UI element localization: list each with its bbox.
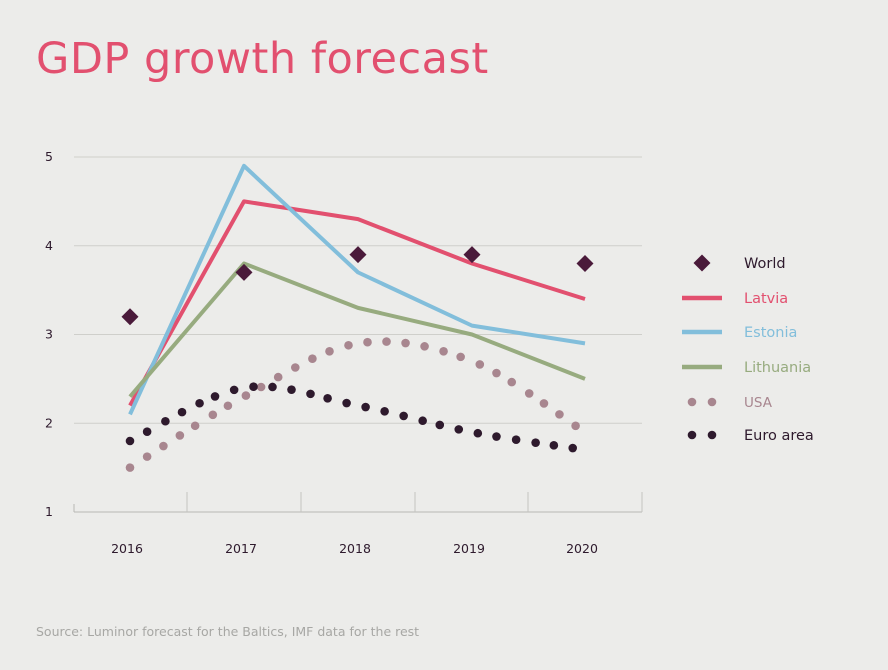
x-tick-label: 2017 [225, 541, 257, 556]
series-dot-euro-area [125, 436, 135, 446]
series-dot-usa [325, 346, 334, 356]
series-dot-euro-area [399, 411, 408, 421]
series-dot-euro-area [531, 438, 540, 447]
x-tick-label: 2020 [566, 541, 598, 556]
series-dot-usa [308, 354, 317, 364]
series-dot-usa [507, 377, 517, 387]
y-tick-label: 5 [45, 149, 53, 164]
series-dot-usa [401, 338, 410, 348]
chart-title: GDP growth forecast [36, 34, 489, 84]
legend-marker-euro-area [707, 430, 717, 440]
series-dot-usa [524, 389, 534, 398]
series-dot-euro-area [418, 416, 427, 426]
series-dot-euro-area [492, 432, 501, 441]
series-dot-usa [492, 368, 501, 378]
y-tick-label: 4 [45, 238, 53, 253]
series-dot-usa [475, 360, 485, 369]
x-tick-label: 2019 [453, 541, 485, 556]
series-dot-euro-area [177, 407, 187, 417]
series-dot-usa [125, 463, 135, 472]
axes: 1 2 3 4 5 2016 2017 2018 2019 2020 [45, 149, 643, 556]
series-marker-world [463, 246, 481, 264]
x-tick-label: 2018 [339, 541, 371, 556]
legend-marker-euro-area [687, 430, 697, 440]
series-dot-usa [190, 421, 200, 431]
series-dot-euro-area [306, 389, 315, 399]
y-tick-label: 2 [45, 415, 53, 430]
legend-label-latvia: Latvia [744, 291, 788, 307]
series-dot-euro-area [323, 393, 332, 403]
series-dot-usa [539, 399, 549, 408]
legend-marker-world [693, 254, 711, 272]
legend-label-euro-area: Euro area [744, 428, 814, 444]
series-dot-euro-area [342, 398, 351, 408]
series-dot-euro-area [249, 382, 258, 392]
series-dot-euro-area [435, 420, 445, 430]
series-dot-euro-area [161, 416, 170, 426]
series-dot-usa [439, 346, 448, 356]
series-dot-euro-area [142, 427, 152, 436]
series-dot-usa [159, 441, 168, 451]
y-tick-label: 1 [45, 504, 53, 519]
series-line-lithuania [128, 261, 586, 398]
series-marker-world [349, 246, 367, 264]
y-tick-label: 3 [45, 327, 53, 342]
series-dot-usa [142, 452, 152, 461]
series-marker-world [235, 263, 253, 281]
series-dot-usa [223, 401, 233, 411]
series-line-latvia [128, 199, 586, 407]
series-dot-usa [241, 391, 251, 400]
legend-label-world: World [744, 256, 786, 272]
legend-label-usa: USA [744, 395, 773, 411]
series-dot-usa [273, 372, 283, 382]
series-marker-world [121, 308, 139, 326]
series-dot-euro-area [210, 392, 220, 401]
series-dot-usa [382, 337, 391, 346]
series-dot-euro-area [380, 406, 389, 416]
legend-marker-usa [687, 397, 697, 407]
series-dot-usa [344, 340, 353, 350]
series-dot-usa [456, 352, 465, 362]
source-note: Source: Luminor forecast for the Baltics… [36, 624, 420, 639]
legend-marker-usa [707, 397, 717, 407]
series-dot-usa [363, 337, 372, 347]
series-dot-usa [420, 342, 429, 351]
series-dot-euro-area [511, 435, 521, 445]
series-dot-euro-area [473, 428, 483, 438]
series-marker-world [576, 255, 594, 272]
legend: World Latvia Estonia Lithuania USA Euro area [682, 254, 814, 444]
legend-label-estonia: Estonia [744, 325, 797, 341]
series-dot-usa [208, 410, 218, 420]
series-dot-usa [555, 410, 564, 419]
series-layer [121, 163, 594, 472]
series-dot-euro-area [361, 402, 370, 412]
series-dot-usa [256, 382, 266, 392]
series-dot-usa [291, 363, 300, 372]
series-dot-euro-area [549, 441, 559, 450]
series-dot-euro-area [287, 385, 296, 394]
series-line-estonia [128, 163, 586, 416]
x-tick-label: 2016 [111, 541, 143, 556]
series-dot-euro-area [229, 385, 239, 395]
series-dot-usa [571, 421, 580, 431]
series-dot-euro-area [195, 398, 204, 408]
series-dot-euro-area [568, 443, 578, 453]
series-dot-usa [175, 431, 185, 440]
legend-label-lithuania: Lithuania [744, 360, 811, 376]
series-dot-euro-area [454, 425, 464, 434]
series-dot-euro-area [268, 382, 277, 392]
